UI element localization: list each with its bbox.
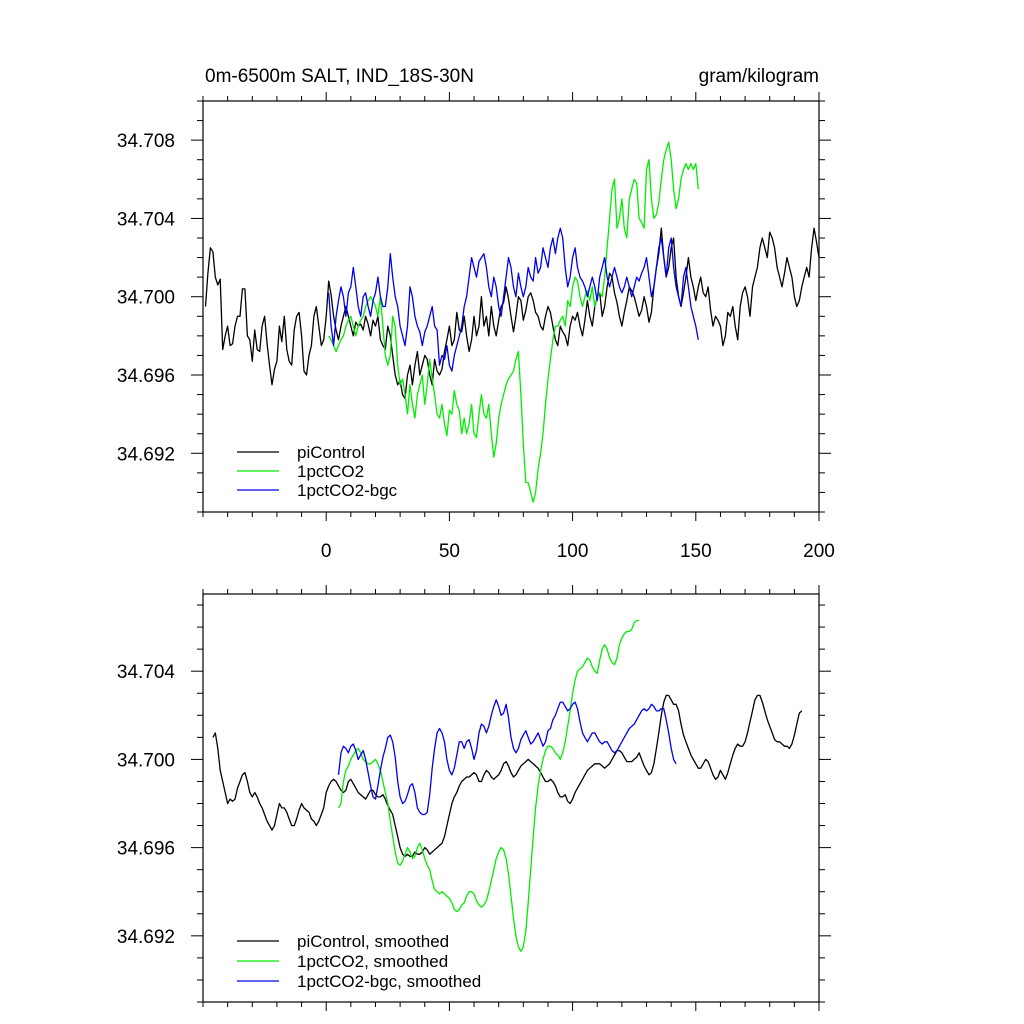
legend-label: 1pctCO2-bgc [297, 481, 398, 500]
y-tick-label: 34.692 [117, 444, 175, 465]
legend-label: 1pctCO2, smoothed [297, 952, 448, 971]
series-line-1pctco2-bgc [328, 227, 699, 372]
series-line-picontrol-smoothed [212, 694, 803, 858]
series-line-1pctco2 [328, 141, 699, 503]
legend-label: 1pctCO2 [297, 462, 364, 481]
legend-label: piControl [297, 443, 365, 462]
legend-label: piControl, smoothed [297, 932, 449, 951]
units-label: gram/kilogram [699, 66, 819, 87]
series-line-1pctco2-smoothed [337, 619, 640, 952]
bottom-panel: 34.692 34.696 34.700 34.704 piControl, smoot… [117, 585, 831, 1011]
x-tick-label: 50 [439, 541, 460, 562]
x-tick-label: 200 [803, 541, 835, 562]
series-line-picontrol [204, 227, 820, 400]
legend-label: 1pctCO2-bgc, smoothed [297, 972, 481, 991]
plot-frame [202, 593, 820, 1003]
y-tick-label: 34.704 [117, 209, 176, 230]
x-tick-label: 0 [321, 541, 332, 562]
y-tick-label: 34.704 [117, 662, 176, 683]
top-panel: 0m-6500m SALT, IND_18S-30N gram/kilogram… [117, 66, 835, 562]
x-tick-label: 100 [557, 541, 589, 562]
x-tick-label: 150 [680, 541, 712, 562]
chart-title: 0m-6500m SALT, IND_18S-30N [205, 66, 474, 87]
y-tick-label: 34.700 [117, 750, 175, 771]
y-tick-label: 34.692 [117, 927, 175, 948]
plot-frame [202, 100, 820, 513]
y-tick-label: 34.708 [117, 131, 175, 152]
y-tick-label: 34.700 [117, 288, 175, 309]
y-tick-label: 34.696 [117, 366, 175, 387]
series-line-1pctco2-bgc-smoothed [337, 699, 677, 816]
y-tick-label: 34.696 [117, 839, 175, 860]
